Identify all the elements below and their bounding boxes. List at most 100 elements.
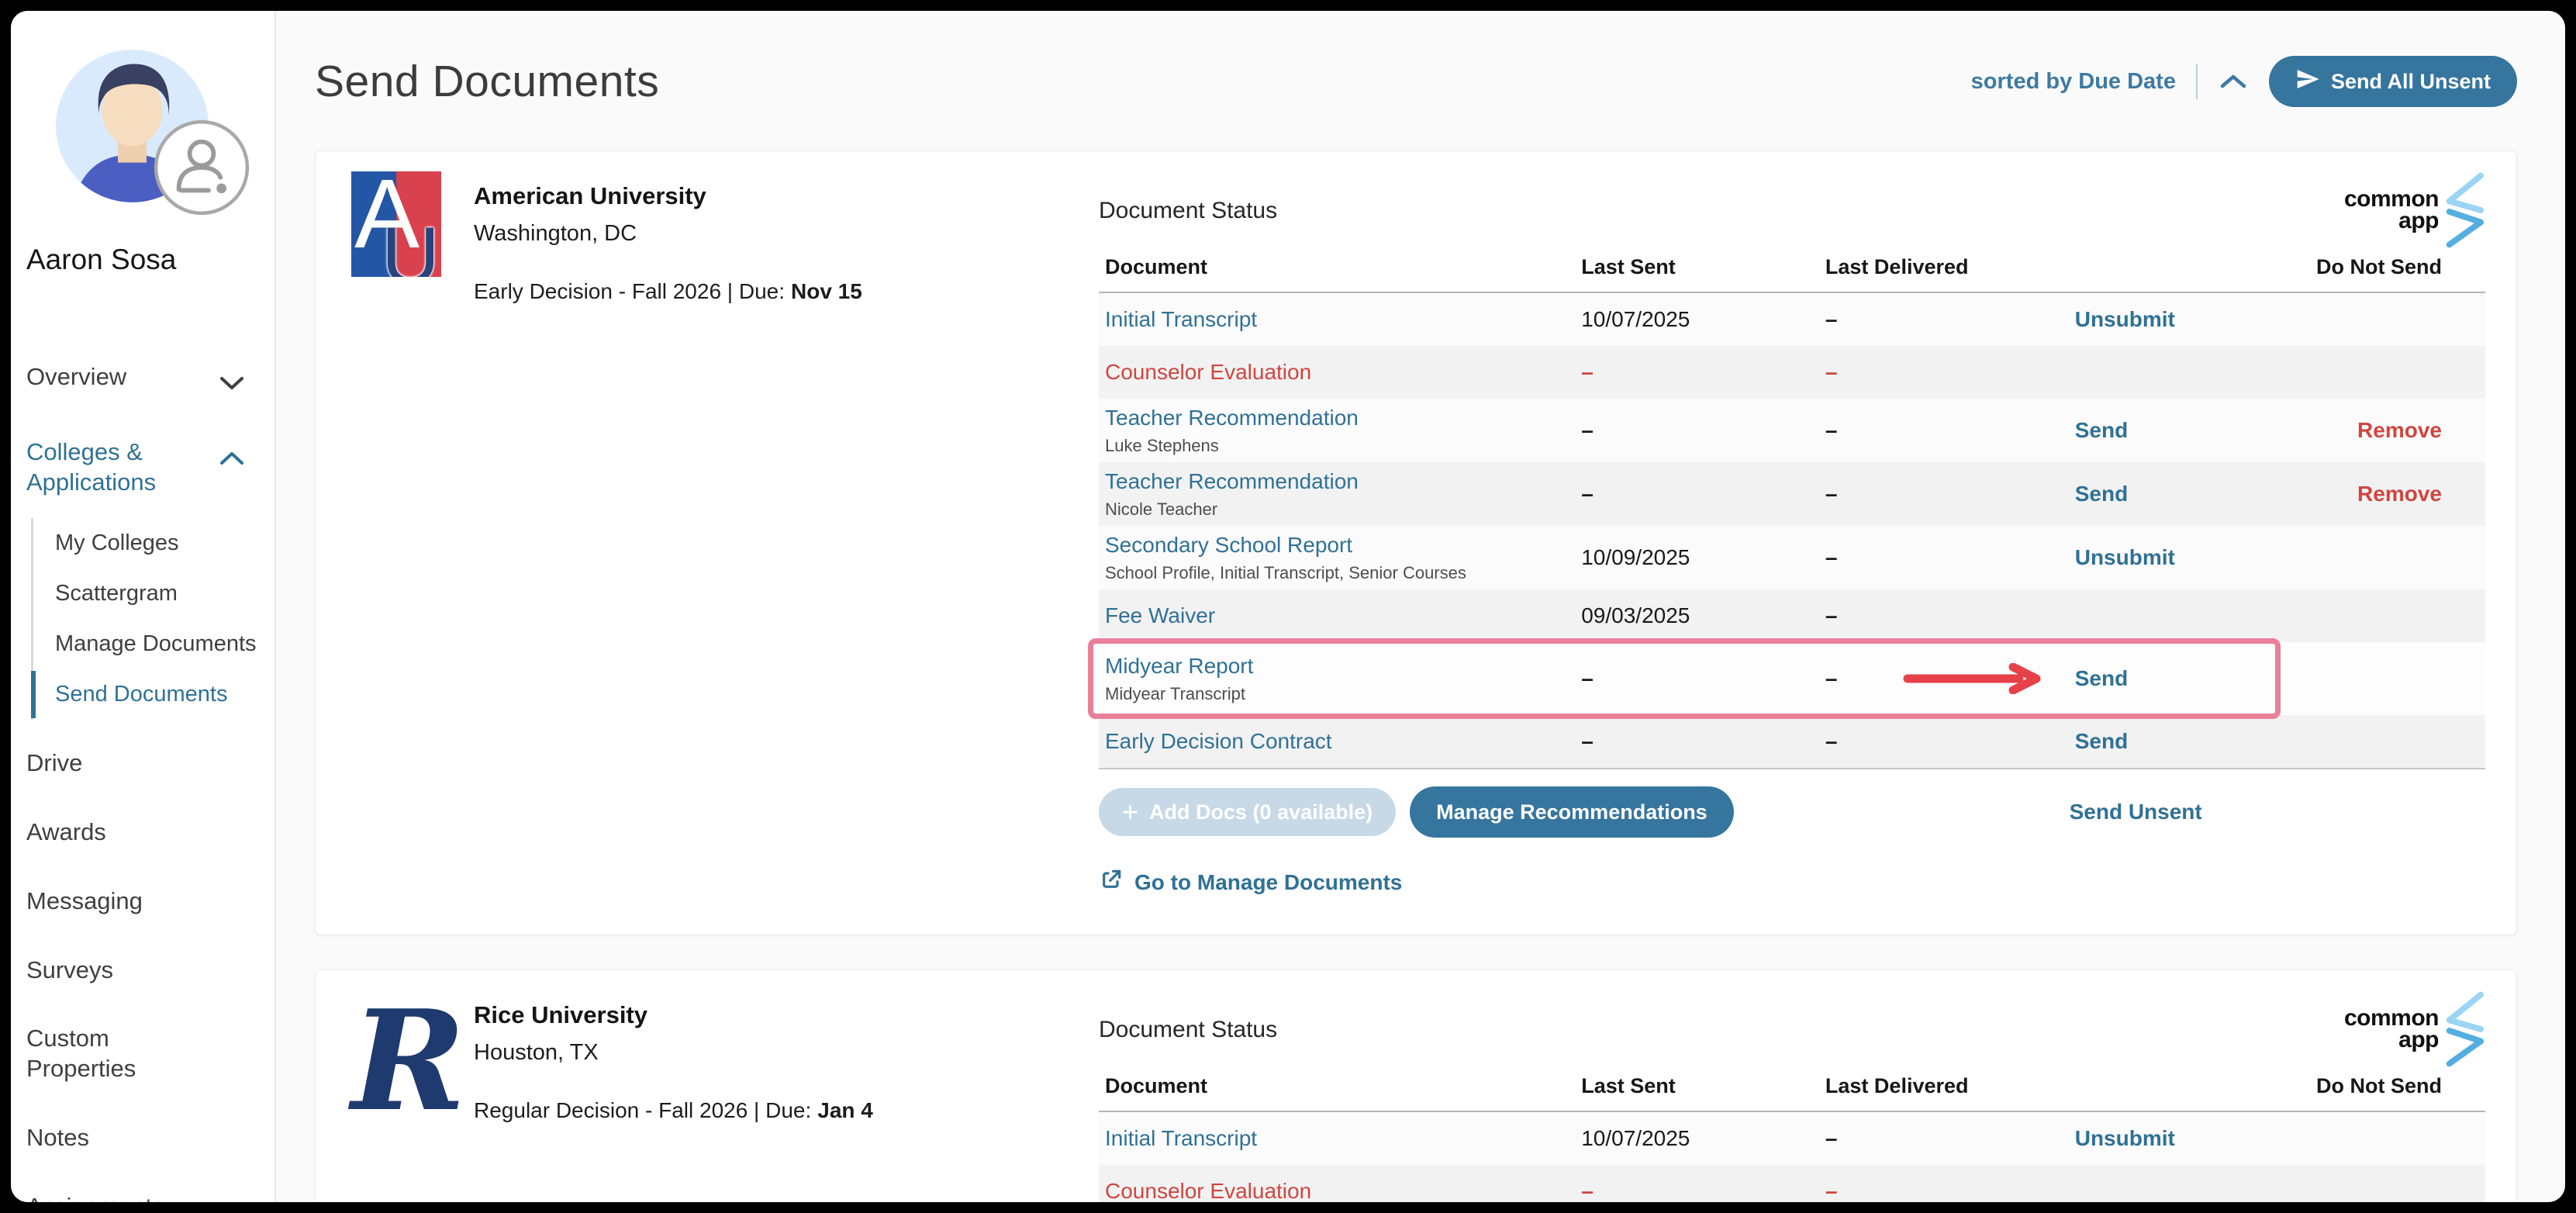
- action-link[interactable]: Send: [2074, 666, 2129, 690]
- table-row: Early Decision Contract – – Send: [1099, 715, 2485, 768]
- sidebar-item-colleges-applications[interactable]: Colleges & Applications: [20, 418, 261, 517]
- add-docs-button[interactable]: + Add Docs (0 available): [1099, 788, 1397, 836]
- sidebar-item-custom-properties[interactable]: Custom Properties: [26, 1025, 136, 1082]
- document-link[interactable]: Early Decision Contract: [1105, 729, 1332, 753]
- last-delivered-value: –: [1825, 1179, 1838, 1202]
- rice-university-logo: R: [351, 980, 466, 1142]
- table-row: Fee Waiver 09/03/2025 –: [1099, 589, 2485, 642]
- decision-plan: Regular Decision - Fall 2026 | Due: Jan 4: [474, 1098, 873, 1122]
- last-delivered-value: –: [1825, 666, 1838, 690]
- send-all-unsent-button[interactable]: Send All Unsent: [2268, 56, 2517, 107]
- table-row: Secondary School Report School Profile, …: [1099, 526, 2485, 589]
- action-link[interactable]: Unsubmit: [2074, 545, 2175, 569]
- document-subtext: School Profile, Initial Transcript, Seni…: [1105, 562, 1466, 582]
- school-name: American University: [474, 182, 706, 209]
- last-sent-value: 10/09/2025: [1581, 545, 1690, 569]
- document-cell: Secondary School Report School Profile, …: [1099, 533, 1581, 583]
- sidebar-item-send-documents[interactable]: Send Documents: [31, 669, 261, 720]
- table-header: Document Last Sent Last Delivered Do Not…: [1105, 1074, 2442, 1097]
- app-window: Aaron Sosa Overview Colleges & Applicati…: [11, 11, 2565, 1202]
- sidebar-item-messaging[interactable]: Messaging: [26, 886, 143, 914]
- document-link[interactable]: Midyear Report: [1105, 653, 1254, 678]
- document-status-title: Document Status: [1099, 198, 1278, 223]
- decision-plan: Early Decision - Fall 2026 | Due: Nov 15: [474, 279, 862, 303]
- sidebar-item-scattergram[interactable]: Scattergram: [55, 581, 178, 606]
- document-link[interactable]: Teacher Recommendation: [1105, 405, 1359, 430]
- document-link[interactable]: Counselor Evaluation: [1105, 360, 1312, 384]
- document-cell: Early Decision Contract: [1099, 729, 1581, 754]
- action-link[interactable]: Send: [2074, 729, 2129, 753]
- divider: [1099, 292, 2485, 293]
- sidebar-item-notes[interactable]: Notes: [26, 1123, 89, 1151]
- document-link[interactable]: Teacher Recommendation: [1105, 468, 1359, 493]
- sidebar-item-my-colleges[interactable]: My Colleges: [55, 530, 179, 556]
- sidebar-item-awards[interactable]: Awards: [26, 818, 106, 845]
- table-row: Teacher Recommendation Nicole Teacher – …: [1099, 462, 2485, 526]
- document-link[interactable]: Initial Transcript: [1105, 307, 1258, 331]
- last-sent-value: –: [1581, 360, 1594, 384]
- chevron-down-icon: [219, 368, 245, 399]
- document-status-panel: common app Document Status Document Last…: [1088, 151, 2485, 897]
- sort-direction-chevron-up-icon[interactable]: [2218, 72, 2249, 91]
- external-link-icon: [1099, 867, 1124, 897]
- last-sent-value: 10/07/2025: [1581, 307, 1690, 331]
- document-link[interactable]: Fee Waiver: [1105, 603, 1216, 627]
- action-cell: Unsubmit: [2075, 545, 2295, 570]
- do-not-send-cell: Remove: [2295, 418, 2485, 443]
- divider: [1099, 1111, 2485, 1112]
- document-cell: Midyear Report Midyear Transcript: [1099, 654, 1581, 704]
- document-link[interactable]: Initial Transcript: [1105, 1126, 1258, 1150]
- sidebar-item-overview[interactable]: Overview: [20, 343, 261, 418]
- common-app-mark-icon: [2446, 991, 2484, 1067]
- table-row: Counselor Evaluation – –: [1099, 1165, 2485, 1202]
- common-app-logo: common app: [2344, 989, 2485, 1070]
- school-logo: A U: [351, 171, 443, 897]
- school-location: Washington, DC: [474, 221, 637, 246]
- table-rows: Initial Transcript 10/07/2025 – Unsubmit…: [1088, 293, 2485, 768]
- action-link[interactable]: Unsubmit: [2074, 1126, 2175, 1150]
- sidebar-item-manage-documents[interactable]: Manage Documents: [55, 631, 257, 657]
- last-sent-value: –: [1581, 482, 1594, 506]
- last-sent-value: –: [1581, 729, 1594, 753]
- document-link[interactable]: Counselor Evaluation: [1105, 1179, 1312, 1202]
- common-app-mark-icon: [2446, 172, 2484, 248]
- sidebar-nav: Overview Colleges & Applications My Coll…: [20, 343, 275, 1202]
- table-row: Counselor Evaluation – –: [1099, 346, 2485, 399]
- sort-control[interactable]: sorted by Due Date: [1970, 68, 2176, 94]
- last-delivered-value: –: [1825, 729, 1838, 753]
- last-sent-value: –: [1581, 1179, 1594, 1202]
- go-to-manage-documents-link[interactable]: Go to Manage Documents: [1099, 867, 1402, 897]
- sidebar-item-drive[interactable]: Drive: [26, 749, 83, 777]
- last-delivered-value: –: [1825, 418, 1838, 442]
- remove-link[interactable]: Remove: [2357, 418, 2442, 442]
- last-delivered-value: –: [1825, 545, 1838, 569]
- document-cell: Counselor Evaluation: [1099, 1179, 1581, 1202]
- document-cell: Counselor Evaluation: [1099, 360, 1581, 385]
- remove-link[interactable]: Remove: [2357, 482, 2442, 506]
- chevron-up-icon: [219, 444, 245, 474]
- sidebar: Aaron Sosa Overview Colleges & Applicati…: [11, 11, 276, 1202]
- last-delivered-value: –: [1825, 360, 1838, 384]
- sidebar-item-surveys[interactable]: Surveys: [26, 956, 113, 983]
- table-header-action: [2075, 255, 2295, 279]
- action-link[interactable]: Unsubmit: [2074, 307, 2175, 331]
- last-sent-value: –: [1581, 666, 1594, 690]
- edit-avatar-button[interactable]: [152, 118, 251, 217]
- document-link[interactable]: Secondary School Report: [1105, 532, 1353, 557]
- action-cell: Send: [2075, 482, 2295, 506]
- send-unsent-link[interactable]: Send Unsent: [2069, 800, 2202, 824]
- action-link[interactable]: Send: [2074, 482, 2129, 506]
- divider: [2195, 64, 2198, 99]
- sidebar-item-assignments[interactable]: Assignments: [20, 1173, 261, 1203]
- table-row: Midyear Report Midyear Transcript – – Se…: [1088, 638, 2485, 719]
- due-date: Nov 15: [791, 279, 862, 303]
- manage-recommendations-button[interactable]: Manage Recommendations: [1410, 786, 1734, 838]
- divider: [1099, 768, 2485, 769]
- last-sent-value: –: [1581, 418, 1594, 442]
- last-delivered-value: –: [1825, 603, 1838, 627]
- document-cell: Initial Transcript: [1099, 307, 1581, 332]
- action-link[interactable]: Send: [2074, 418, 2129, 442]
- school-logo: R: [351, 980, 466, 1202]
- main-content: Send Documents sorted by Due Date Send A…: [276, 11, 2565, 1202]
- common-app-logo: common app: [2344, 170, 2485, 251]
